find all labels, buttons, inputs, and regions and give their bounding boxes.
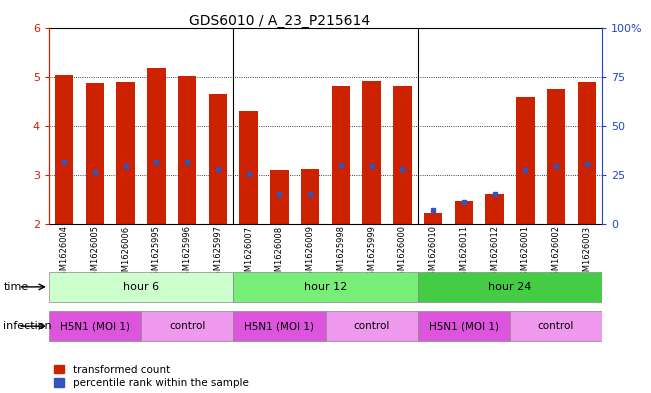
Bar — [55, 75, 74, 224]
Bar — [424, 213, 442, 224]
Text: H5N1 (MOI 1): H5N1 (MOI 1) — [60, 321, 130, 331]
Legend: transformed count, percentile rank within the sample: transformed count, percentile rank withi… — [54, 365, 249, 388]
Bar — [418, 311, 510, 341]
Bar — [363, 81, 381, 224]
Bar — [577, 82, 596, 224]
Text: infection: infection — [3, 321, 52, 331]
Bar — [331, 86, 350, 224]
Bar — [510, 311, 602, 341]
Text: hour 12: hour 12 — [304, 282, 347, 292]
Text: GDS6010 / A_23_P215614: GDS6010 / A_23_P215614 — [189, 14, 370, 28]
Text: control: control — [353, 321, 390, 331]
Bar — [49, 311, 141, 341]
Bar — [233, 311, 326, 341]
Bar — [209, 94, 227, 224]
Text: control: control — [538, 321, 574, 331]
Bar — [117, 82, 135, 224]
Bar — [147, 68, 165, 224]
Bar — [86, 83, 104, 224]
Bar — [486, 193, 504, 224]
Bar — [270, 170, 288, 224]
Bar — [178, 75, 197, 224]
Bar — [326, 311, 418, 341]
Text: hour 6: hour 6 — [123, 282, 159, 292]
Bar — [547, 89, 565, 224]
Bar — [141, 311, 233, 341]
Text: H5N1 (MOI 1): H5N1 (MOI 1) — [429, 321, 499, 331]
Text: H5N1 (MOI 1): H5N1 (MOI 1) — [244, 321, 314, 331]
Bar — [240, 111, 258, 224]
Bar — [49, 272, 233, 302]
Bar — [516, 97, 534, 224]
Bar — [301, 169, 320, 224]
Bar — [418, 272, 602, 302]
Text: time: time — [3, 282, 29, 292]
Bar — [454, 201, 473, 224]
Text: control: control — [169, 321, 205, 331]
Bar — [393, 86, 411, 224]
Bar — [233, 272, 418, 302]
Text: hour 24: hour 24 — [488, 282, 532, 292]
